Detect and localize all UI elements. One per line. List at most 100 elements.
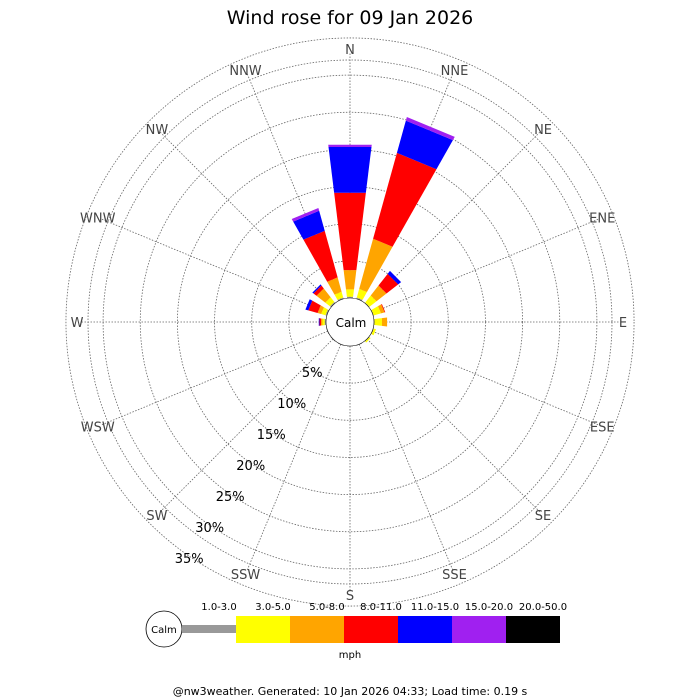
legend-swatch-bin-1 (182, 625, 236, 633)
radial-label-35pct: 35% (175, 552, 204, 567)
bar-ne-bin-3 (370, 285, 387, 302)
bar-se-bin-2 (365, 337, 371, 343)
bar-w-bin-3 (321, 318, 323, 326)
calm-circle (325, 297, 375, 347)
bar-nne-bin-3 (359, 238, 393, 293)
bar-e-bin-2 (374, 318, 382, 326)
chart-title: Wind rose for 09 Jan 2026 (227, 7, 474, 29)
bar-nw-bin-1 (329, 301, 336, 308)
spoke-nw (158, 130, 334, 306)
radial-percent-labels: 5% 10% 15% 20% 25% 30% 35% (175, 366, 323, 567)
speed-legend: Calm 1.0-3.0 3.0-5.0 5.0-8.0 8.0-11.0 11.0-1… (145, 602, 567, 661)
legend-calm-label: Calm (151, 625, 177, 636)
direction-label-e: E (619, 316, 627, 331)
spoke-nnw (246, 72, 342, 300)
direction-label-wnw: WNW (80, 212, 116, 227)
spoke-ene (372, 218, 600, 314)
bar-nne-bin-1 (356, 297, 363, 302)
bar-ene-bin-3 (378, 304, 385, 314)
direction-label-sse: SSE (442, 568, 467, 583)
direction-label-n: N (345, 43, 355, 58)
bar-n-bin-2 (345, 289, 355, 297)
legend-swatch-bin-4 (344, 616, 398, 643)
direction-label-w: W (71, 316, 84, 331)
radial-label-10pct: 10% (277, 397, 306, 412)
bar-ene-bin-4 (381, 303, 386, 313)
legend-swatch-bin-5 (398, 616, 452, 643)
spoke-wsw (100, 330, 328, 426)
spoke-ese (372, 330, 600, 426)
legend-unit: mph (339, 650, 361, 661)
bar-nnw-bin-3 (327, 277, 342, 295)
direction-label-se: SE (535, 509, 551, 524)
spoke-sse (358, 344, 454, 572)
grid-ring-35pct (65, 37, 635, 607)
direction-label-sw: SW (146, 509, 167, 524)
direction-label-ssw: SSW (231, 568, 261, 583)
legend-bins: 1.0-3.0 3.0-5.0 5.0-8.0 8.0-11.0 11.0-15.0 15… (182, 602, 567, 643)
radial-label-20pct: 20% (236, 459, 265, 474)
bar-nw-bin-5 (312, 284, 322, 294)
bar-nne-bin-5 (396, 120, 453, 170)
bar-e-bin-3 (381, 317, 388, 327)
radial-label-25pct: 25% (216, 490, 245, 505)
bar-ene-bin-2 (371, 306, 382, 316)
bar-nnw-bin-5 (293, 210, 325, 240)
legend-label-bin-3: 5.0-8.0 (309, 602, 344, 613)
legend-label-bin-5: 11.0-15.0 (411, 602, 459, 613)
bar-nw-bin-3 (316, 288, 331, 303)
bar-nne-bin-2 (356, 288, 367, 300)
bar-n-bin-4 (334, 192, 366, 271)
direction-label-ese: ESE (590, 420, 615, 435)
bar-ne-bin-5 (387, 270, 402, 285)
spoke-ssw (246, 344, 342, 572)
bar-w-bin-4 (319, 318, 322, 326)
spoke-sw (158, 338, 334, 514)
polar-grid (65, 37, 635, 607)
bar-ese-bin-2 (371, 328, 376, 336)
bar-nnw-bin-1 (337, 297, 344, 302)
radial-label-15pct: 15% (257, 428, 286, 443)
bar-w-bin-5 (318, 318, 320, 326)
spoke-se (366, 338, 542, 514)
direction-labels: N NNE NE ENE E ESE SE SSE S SSW SW WSW W WNW NW NNW (71, 43, 628, 604)
bar-n-bin-5 (328, 146, 372, 193)
bar-n-bin-3 (343, 270, 357, 290)
legend-label-bin-7: 20.0-50.0 (519, 602, 567, 613)
bar-nnw-bin-2 (334, 291, 344, 300)
bar-wnw-bin-4 (308, 300, 321, 314)
bar-wnw-bin-2 (321, 307, 328, 316)
legend-label-bin-6: 15.0-20.0 (465, 602, 513, 613)
legend-swatch-bin-2 (236, 616, 290, 643)
bar-w-bin-2 (322, 318, 325, 326)
direction-label-s: S (346, 589, 354, 604)
bar-wnw-bin-5 (305, 299, 313, 311)
bar-nw-bin-2 (325, 297, 335, 307)
direction-label-nw: NW (146, 123, 169, 138)
bar-nnw-bin-4 (303, 230, 338, 282)
legend-swatch-bin-6 (452, 616, 506, 643)
direction-label-nnw: NNW (229, 64, 261, 79)
calm-center: Calm (325, 297, 375, 347)
bar-nw-bin-4 (313, 285, 324, 296)
direction-label-ne: NE (534, 123, 552, 138)
calm-label: Calm (336, 316, 367, 330)
direction-label-wsw: WSW (81, 420, 115, 435)
spoke-wnw (100, 218, 328, 314)
bar-ne-bin-2 (365, 295, 377, 307)
bar-nnw-bin-6 (291, 207, 320, 222)
spoke-ne (366, 130, 542, 306)
direction-label-nne: NNE (441, 64, 469, 79)
bar-nne-bin-6 (405, 117, 455, 141)
bar-wnw-bin-3 (317, 305, 324, 314)
legend-label-bin-4: 8.0-11.0 (360, 602, 402, 613)
radial-label-30pct: 30% (195, 521, 224, 536)
legend-label-bin-2: 3.0-5.0 (255, 602, 290, 613)
bar-nne-bin-4 (373, 152, 437, 247)
grid-ring-25pct (139, 111, 561, 533)
bar-wnw-bin-1 (325, 309, 330, 316)
wind-bars (291, 117, 455, 347)
legend-swatch-bin-7 (506, 616, 560, 643)
